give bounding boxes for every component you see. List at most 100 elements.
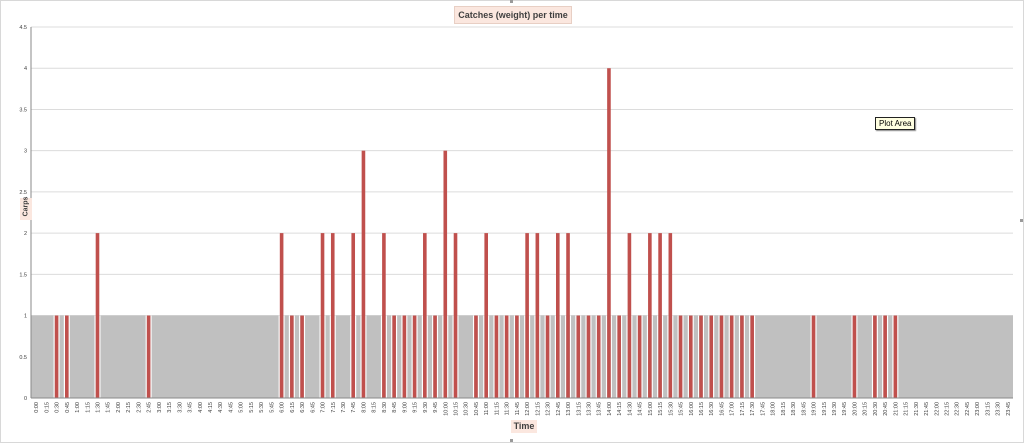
bar-gap (299, 315, 301, 398)
bar-gap (447, 315, 449, 398)
x-tick-label: 5:45 (269, 402, 275, 413)
bar (494, 315, 499, 398)
bar (729, 315, 734, 398)
x-tick-label: 13:00 (566, 402, 572, 416)
x-tick-label: 3:15 (167, 402, 173, 413)
x-tick-label: 9:30 (423, 402, 429, 413)
bar (412, 315, 417, 398)
bar-gap (851, 315, 853, 398)
bar (750, 315, 754, 398)
bar-gap (426, 315, 428, 398)
bar-gap (698, 315, 700, 398)
x-tick-label: 22:15 (945, 402, 951, 416)
x-tick-label: 2:15 (126, 402, 132, 413)
bar-gap (68, 315, 70, 398)
bar-gap (544, 315, 546, 398)
bar-gap (897, 315, 899, 398)
x-tick-label: 8:45 (392, 402, 398, 413)
bar-gap (641, 315, 643, 398)
x-tick-label: 22:30 (955, 402, 961, 416)
x-tick-label: 20:30 (873, 402, 879, 416)
x-tick-label: 9:00 (402, 402, 408, 413)
x-tick-label: 20:15 (863, 402, 869, 416)
bar (525, 233, 529, 398)
x-tick-label: 19:45 (842, 402, 848, 416)
chart-title[interactable]: Catches (weight) per time (454, 6, 572, 24)
bar-gap (442, 315, 444, 398)
x-tick-label: 14:15 (617, 402, 623, 416)
bar-gap (528, 315, 531, 398)
bar-gap (524, 315, 526, 398)
bar (382, 233, 386, 398)
bar (402, 315, 407, 398)
bar (351, 233, 356, 398)
bar (617, 315, 621, 398)
bar (65, 315, 69, 398)
bar-gap (391, 315, 393, 398)
bar (576, 315, 581, 398)
bar-gap (288, 315, 291, 398)
x-tick-label: 20:00 (852, 402, 858, 416)
bar-gap (549, 315, 551, 398)
bar (709, 315, 714, 398)
bar-gap (585, 315, 587, 398)
bar (699, 315, 703, 398)
x-tick-label: 10:30 (464, 402, 470, 416)
x-tick-label: 11:00 (484, 402, 490, 415)
bar-gap (436, 315, 439, 398)
x-tick-label: 12:15 (535, 402, 541, 416)
bar (515, 315, 519, 398)
x-tick-label: 5:15 (249, 402, 255, 413)
x-tick-label: 7:30 (341, 402, 347, 413)
y-tick-label: 1.5 (19, 272, 27, 278)
x-tick-label: 17:30 (750, 402, 756, 416)
x-axis-title[interactable]: Time (511, 420, 537, 433)
x-tick-label: 2:30 (136, 402, 142, 413)
x-tick-label: 6:45 (310, 402, 316, 413)
frame-handle-bottom[interactable] (510, 439, 513, 442)
x-tick-label: 10:15 (454, 402, 460, 416)
x-tick-label: 15:15 (658, 402, 664, 416)
bar (873, 315, 877, 398)
y-tick-label: 2.5 (19, 190, 27, 196)
bar (811, 315, 816, 398)
bar-gap (493, 315, 495, 398)
bar (330, 233, 335, 398)
bar (893, 315, 898, 398)
y-axis-title-box[interactable]: Carps (20, 197, 32, 220)
x-tick-label: 7:00 (321, 402, 327, 413)
x-tick-label: 14:00 (607, 402, 613, 416)
x-tick-label: 1:45 (106, 402, 112, 413)
bar-gap (651, 315, 653, 398)
bar (688, 315, 693, 398)
bar-gap (53, 315, 55, 398)
frame-handle-right[interactable] (1020, 219, 1023, 222)
x-tick-label: 1:00 (75, 402, 81, 413)
y-tick-label: 3.5 (19, 107, 27, 113)
bar-gap (636, 315, 638, 398)
x-tick-label: 13:15 (576, 402, 582, 416)
bar-gap (595, 315, 597, 398)
bar (290, 315, 294, 398)
bar-gap (283, 315, 285, 398)
x-tick-label: 23:30 (996, 402, 1002, 416)
x-tick-label: 13:30 (586, 402, 592, 416)
bar-gap (99, 315, 101, 398)
x-tick-label: 15:00 (648, 402, 654, 416)
x-tick-label: 18:45 (801, 402, 807, 416)
bar-gap (743, 315, 745, 398)
bar-gap (360, 315, 362, 398)
bar-gap (580, 315, 582, 398)
bar (423, 233, 427, 398)
y-tick-label: 1 (24, 314, 27, 320)
x-tick-label: 15:30 (668, 402, 674, 416)
bar-gap (672, 315, 674, 398)
x-tick-label: 16:15 (699, 402, 705, 416)
bar-gap (882, 315, 884, 398)
frame-handle-top[interactable] (510, 0, 513, 3)
bar-gap (293, 315, 295, 398)
bar-gap (605, 315, 608, 398)
bar-gap (401, 315, 403, 398)
x-tick-label: 16:30 (709, 402, 715, 416)
bar-gap (620, 315, 623, 398)
